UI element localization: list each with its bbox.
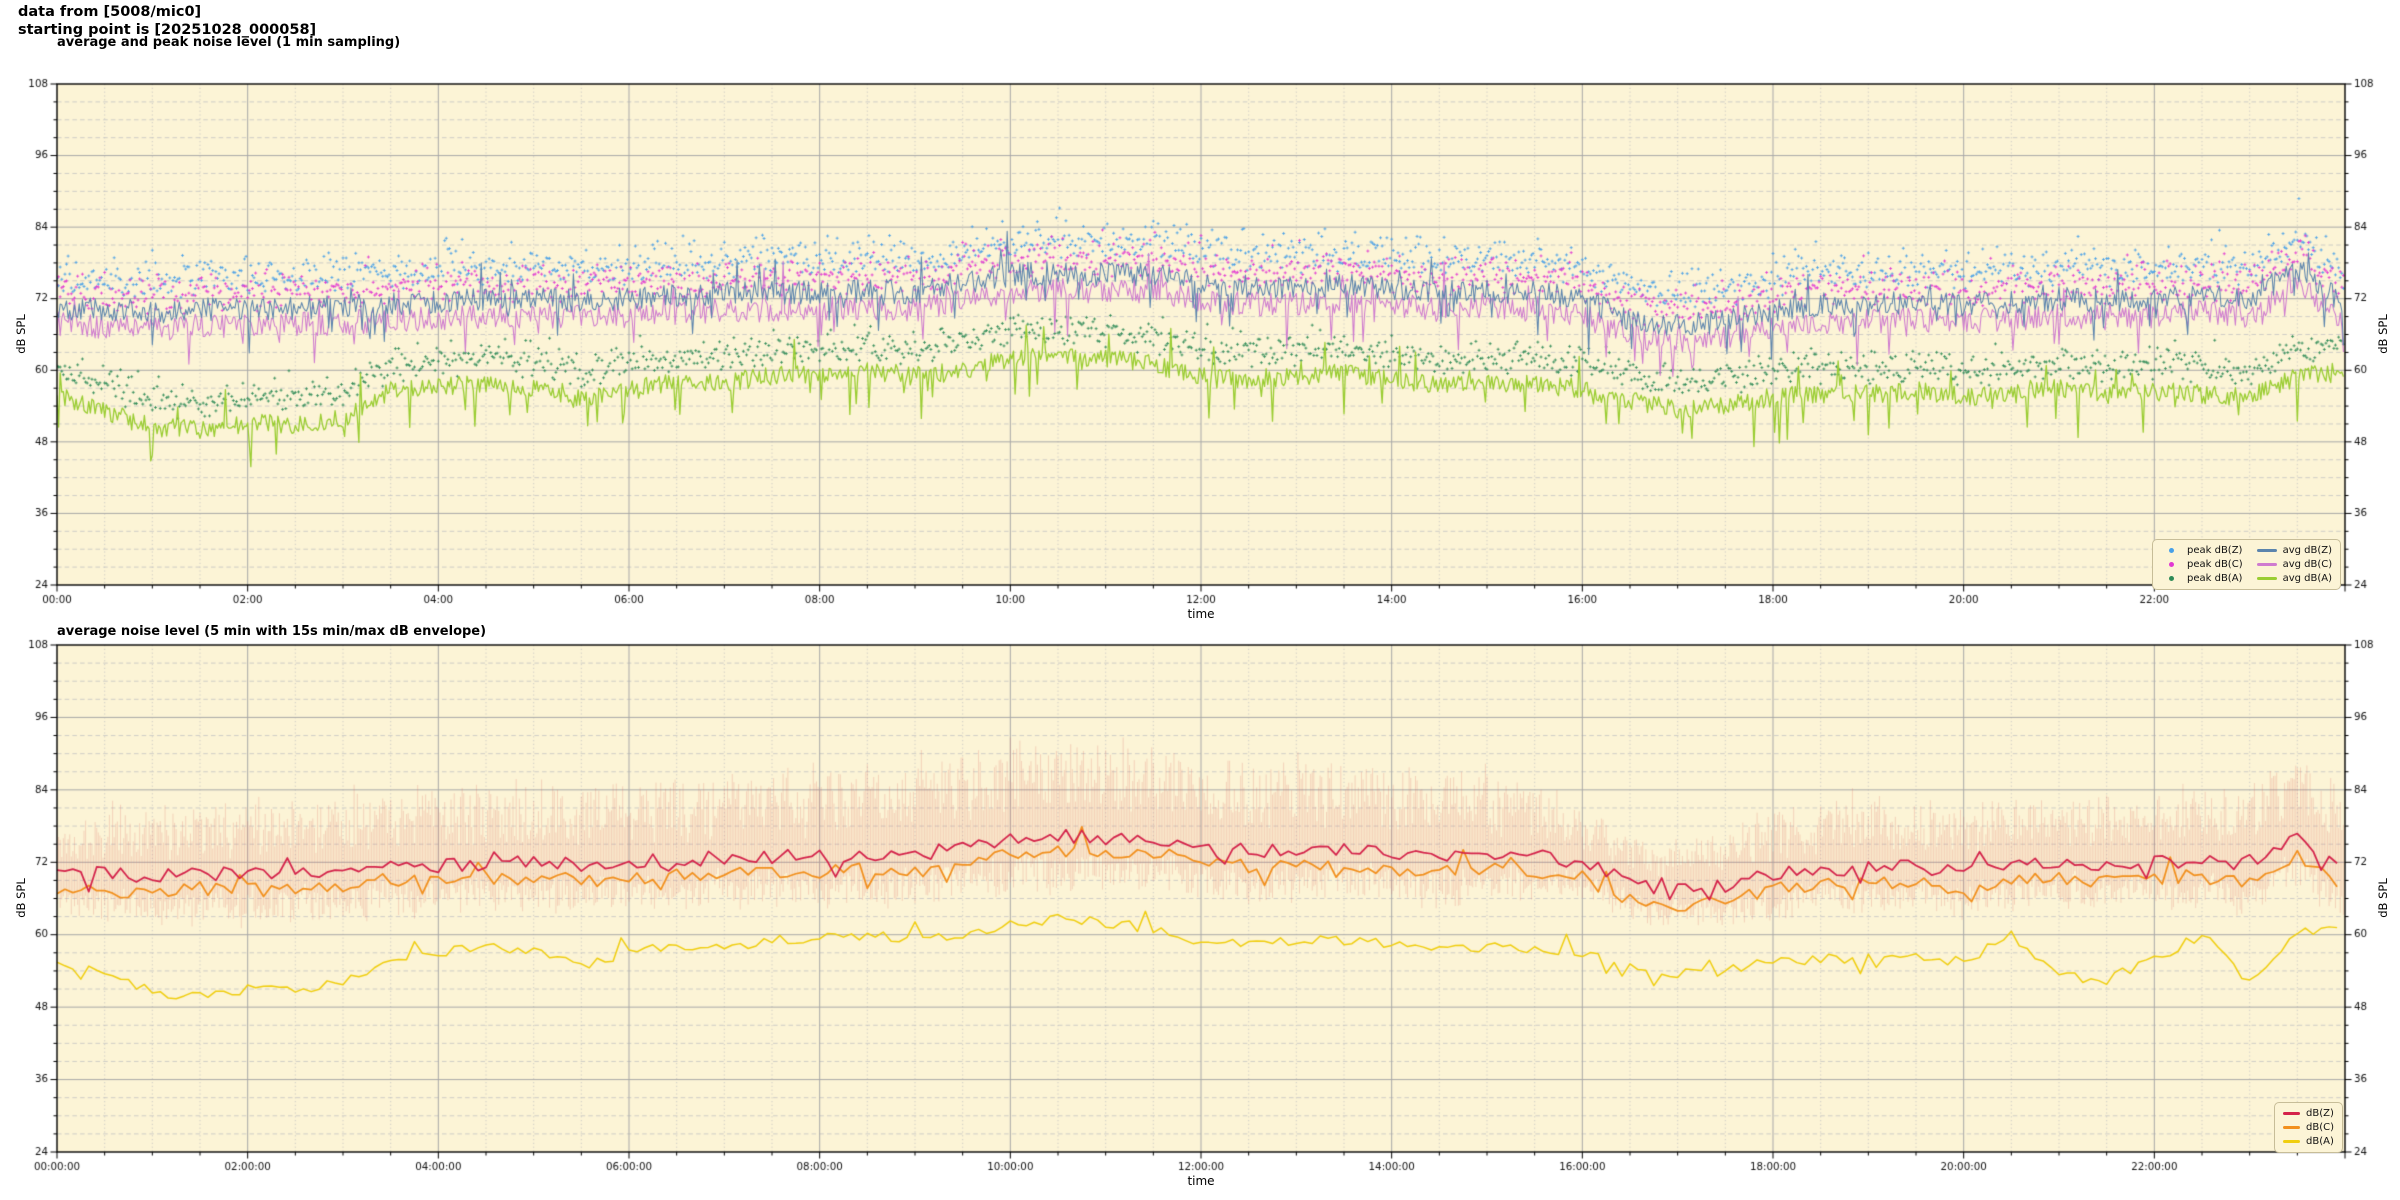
legend-line-marker — [2283, 1111, 2300, 1116]
legend-entry: avg dB(A) — [2256, 572, 2333, 585]
legend-entry: peak dB(A) — [2161, 572, 2243, 585]
chart-2-ylabel-right: dB SPL — [2376, 878, 2390, 918]
legend-line-marker — [2256, 563, 2277, 566]
legend-label: dB(A) — [2306, 1136, 2334, 1147]
legend-label: avg dB(A) — [2282, 573, 2333, 584]
legend-dot-marker — [2161, 562, 2181, 567]
legend-line-marker — [2283, 1125, 2300, 1130]
legend-line-marker — [2256, 577, 2277, 580]
chart-2-xlabel: time — [1187, 1174, 1215, 1188]
chart-2-legend: dB(Z) dB(C) dB(A) — [2274, 1102, 2343, 1153]
chart-1-ylabel-right: dB SPL — [2376, 314, 2390, 354]
legend-label: dB(Z) — [2306, 1108, 2334, 1119]
header-line-2: starting point is [20251028_000058] — [18, 22, 317, 38]
chart-1-legend: peak dB(Z) avg dB(Z) peak dB(C) avg dB(C) pe… — [2152, 539, 2342, 590]
chart-1-ylabel-left: dB SPL — [14, 314, 28, 354]
header-line-1: data from [5008/mic0] — [18, 4, 202, 20]
legend-entry: dB(Z) — [2283, 1107, 2334, 1120]
chart-1-xlabel: time — [1187, 607, 1215, 621]
legend-dot-marker — [2161, 576, 2181, 581]
legend-entry: peak dB(Z) — [2161, 544, 2243, 557]
legend-label: avg dB(C) — [2282, 559, 2333, 570]
legend-entry: avg dB(Z) — [2256, 544, 2333, 557]
legend-line-marker — [2283, 1139, 2300, 1144]
legend-dot-marker — [2161, 548, 2181, 553]
legend-label: avg dB(Z) — [2282, 545, 2333, 556]
legend-label: dB(C) — [2306, 1122, 2334, 1133]
legend-label: peak dB(C) — [2187, 559, 2243, 570]
chart-1-title: average and peak noise level (1 min samp… — [57, 35, 401, 50]
chart-2-ylabel-left: dB SPL — [14, 878, 28, 918]
legend-entry: dB(A) — [2283, 1135, 2334, 1148]
legend-entry: avg dB(C) — [2256, 558, 2333, 571]
legend-line-marker — [2256, 549, 2277, 552]
legend-label: peak dB(A) — [2187, 573, 2243, 584]
legend-entry: peak dB(C) — [2161, 558, 2243, 571]
legend-label: peak dB(Z) — [2187, 545, 2243, 556]
legend-entry: dB(C) — [2283, 1121, 2334, 1134]
chart-2-title: average noise level (5 min with 15s min/… — [57, 624, 487, 639]
